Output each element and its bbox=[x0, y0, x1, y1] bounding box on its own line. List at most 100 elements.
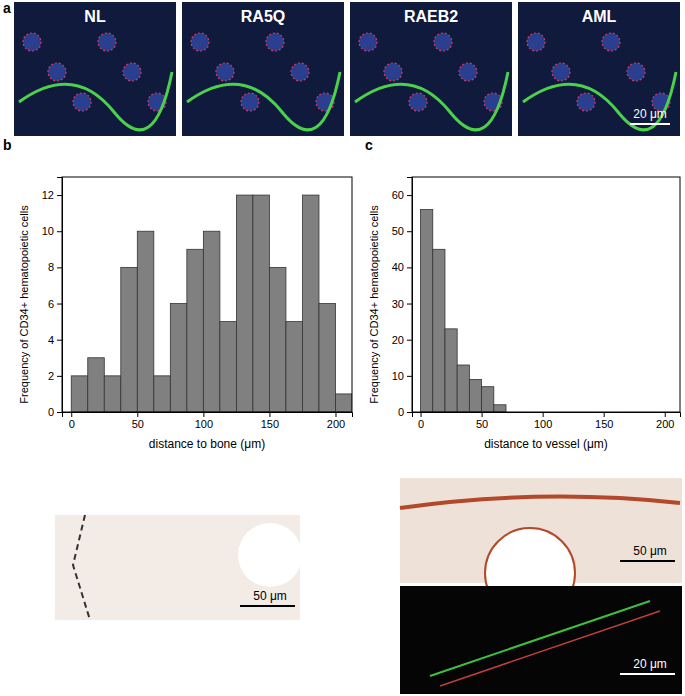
bar bbox=[71, 376, 88, 412]
x-tick-mark bbox=[137, 412, 138, 417]
x-tick: 0 bbox=[418, 412, 424, 430]
bar bbox=[253, 195, 270, 412]
bar bbox=[457, 365, 469, 412]
y-axis: 0 10 20 30 40 50 60 bbox=[392, 178, 413, 419]
bar bbox=[170, 304, 187, 412]
y-tick-label: 4 bbox=[48, 334, 54, 346]
bar bbox=[302, 195, 319, 412]
x-tick-mark bbox=[421, 412, 422, 417]
y-tick-label: 12 bbox=[42, 189, 54, 201]
x-tick-mark bbox=[665, 412, 666, 417]
x-tick: 100 bbox=[195, 412, 213, 430]
bar bbox=[286, 322, 303, 412]
scale-bar bbox=[240, 605, 295, 607]
cell-outline bbox=[552, 63, 570, 81]
y-tick: 0 bbox=[398, 406, 412, 418]
x-tick: 100 bbox=[534, 412, 552, 430]
x-tick-mark bbox=[604, 412, 605, 417]
y-tick-mark bbox=[407, 376, 412, 377]
y-tick-label: 6 bbox=[48, 298, 54, 310]
x-tick-label: 200 bbox=[327, 418, 345, 430]
scale-bar-label: 20 μm bbox=[633, 657, 667, 671]
micrograph: NL bbox=[14, 2, 176, 136]
micrograph: AML20 μm bbox=[518, 2, 680, 136]
y-tick-label: 0 bbox=[48, 406, 54, 418]
cell-outline bbox=[434, 33, 452, 51]
bar bbox=[433, 249, 445, 412]
x-tick-mark bbox=[543, 412, 544, 417]
y-tick: 30 bbox=[392, 298, 412, 310]
y-tick: 6 bbox=[48, 298, 62, 310]
bars bbox=[421, 210, 506, 412]
axis-line bbox=[407, 178, 413, 413]
x-tick-label: 0 bbox=[418, 418, 424, 430]
x-tick: 150 bbox=[595, 412, 613, 430]
cell-outline bbox=[191, 33, 209, 51]
cell-outline bbox=[123, 63, 141, 81]
scale-bar bbox=[620, 560, 675, 562]
y-tick-mark bbox=[57, 231, 62, 232]
bar bbox=[220, 322, 237, 412]
y-tick: 4 bbox=[48, 334, 62, 346]
micrograph-image bbox=[518, 2, 680, 136]
x-tick-mark bbox=[335, 412, 336, 417]
cell-outline bbox=[359, 33, 377, 51]
histogram-chart: 050100150200024681012distance to bone (μ… bbox=[18, 177, 353, 451]
figure: abcNLRA5QRAEB2AML20 μm050100150200024681… bbox=[0, 0, 685, 696]
bone-edge bbox=[73, 515, 90, 620]
micrograph-label: RAEB2 bbox=[404, 8, 458, 25]
cell-outline bbox=[291, 63, 309, 81]
y-tick-label: 20 bbox=[392, 334, 404, 346]
y-tick-mark bbox=[407, 304, 412, 305]
cell-outline bbox=[73, 93, 91, 111]
scale-bar bbox=[630, 123, 670, 125]
y-tick-mark bbox=[57, 412, 62, 413]
bar bbox=[104, 376, 121, 412]
x-tick-mark bbox=[269, 412, 270, 417]
cell-outline bbox=[48, 63, 66, 81]
micrograph-label: NL bbox=[84, 8, 106, 25]
x-axis-title: distance to vessel (μm) bbox=[484, 437, 608, 451]
x-tick-mark bbox=[203, 412, 204, 417]
stroma bbox=[19, 72, 172, 130]
panel-label: c bbox=[365, 137, 373, 153]
cell-outline bbox=[216, 63, 234, 81]
y-tick-mark bbox=[407, 231, 412, 232]
micrograph: 20 μm bbox=[400, 586, 682, 694]
micrograph-image bbox=[14, 2, 176, 136]
vessel bbox=[400, 497, 680, 508]
axis-line bbox=[413, 413, 681, 418]
y-tick-mark bbox=[407, 195, 412, 196]
x-tick: 200 bbox=[656, 412, 674, 430]
x-tick-label: 50 bbox=[476, 418, 488, 430]
y-tick-mark bbox=[57, 304, 62, 305]
y-tick-label: 10 bbox=[392, 370, 404, 382]
micrograph: 50 μm bbox=[55, 515, 302, 620]
x-tick: 0 bbox=[69, 412, 75, 430]
bar bbox=[335, 394, 352, 412]
bar bbox=[154, 376, 171, 412]
panel-label: a bbox=[3, 0, 11, 16]
y-tick-mark bbox=[57, 267, 62, 268]
y-tick-label: 40 bbox=[392, 261, 404, 273]
cell-outline bbox=[459, 63, 477, 81]
panel-label: b bbox=[3, 137, 12, 153]
y-tick-label: 2 bbox=[48, 370, 54, 382]
bar bbox=[445, 329, 457, 412]
cell-outline bbox=[527, 33, 545, 51]
micrograph: RA5Q bbox=[182, 2, 344, 136]
y-tick: 50 bbox=[392, 225, 412, 237]
y-axis-title: Frequency of CD34+ hematopoietic cells bbox=[18, 205, 30, 404]
bar bbox=[494, 405, 506, 412]
x-tick-label: 100 bbox=[534, 418, 552, 430]
bars bbox=[71, 195, 352, 412]
scale-bar-label: 20 μm bbox=[633, 107, 667, 121]
bar bbox=[469, 379, 481, 412]
x-tick-label: 150 bbox=[261, 418, 279, 430]
micrograph-image bbox=[400, 586, 682, 694]
y-tick: 10 bbox=[392, 370, 412, 382]
scale-bar-label: 50 μm bbox=[253, 589, 287, 603]
y-tick: 60 bbox=[392, 189, 412, 201]
y-tick-mark bbox=[407, 412, 412, 413]
vessel bbox=[430, 601, 650, 676]
